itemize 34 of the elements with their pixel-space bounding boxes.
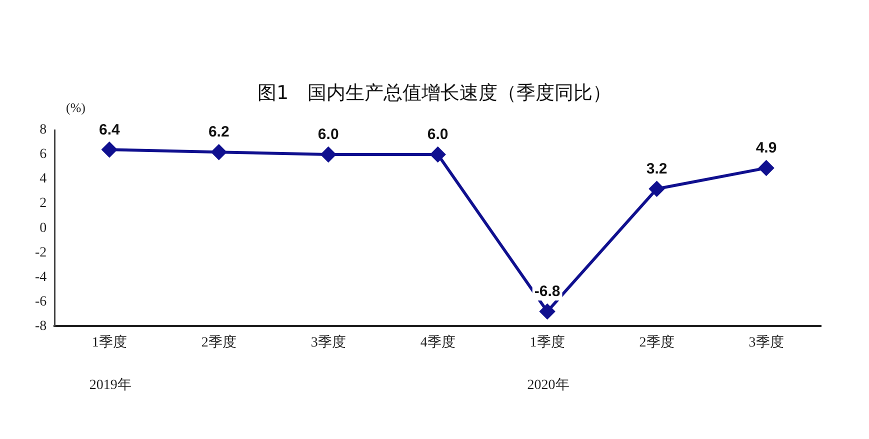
x-tick-label: 1季度 [530, 334, 565, 350]
point [758, 160, 774, 176]
data-label: 6.0 [427, 126, 448, 144]
point [540, 304, 555, 319]
point [430, 147, 446, 162]
point [320, 147, 336, 162]
data-label: 6.2 [208, 124, 230, 141]
y-tick-label: -2 [34, 245, 47, 260]
data-label: 3.2 [646, 160, 668, 178]
y-tick-label: -4 [34, 270, 47, 285]
point [102, 142, 117, 158]
y-tick-label: 0 [40, 220, 47, 236]
y-tick-label: 6 [40, 147, 47, 162]
point [649, 181, 664, 196]
x-tick-label: 4季度 [420, 334, 456, 350]
data-label: 4.9 [756, 140, 777, 157]
y-tick-label: 2 [40, 196, 47, 212]
x-tick-label: 1季度 [92, 334, 127, 350]
text: 2019年 [89, 376, 132, 393]
x-tick-label: 2季度 [639, 334, 674, 350]
x-tick-label: 3季度 [748, 334, 784, 350]
y-tick-label: -8 [34, 318, 47, 334]
y-axis-title: (%) [66, 100, 86, 116]
data-label: -6.8 [534, 283, 560, 300]
y-tick-label: -6 [34, 294, 47, 310]
x-tick-label: 3季度 [310, 334, 346, 350]
data-label: 6.0 [318, 126, 339, 144]
x-tick-label: 2季度 [201, 334, 236, 350]
data-label: 6.4 [98, 121, 120, 138]
y-tick-label: 8 [40, 122, 47, 138]
chart-title: 图1 国内生产总值增长速度（季度同比） [257, 82, 612, 104]
y-tick-label: 4 [40, 172, 47, 187]
text: 2020年 [527, 376, 570, 393]
point [211, 144, 226, 160]
